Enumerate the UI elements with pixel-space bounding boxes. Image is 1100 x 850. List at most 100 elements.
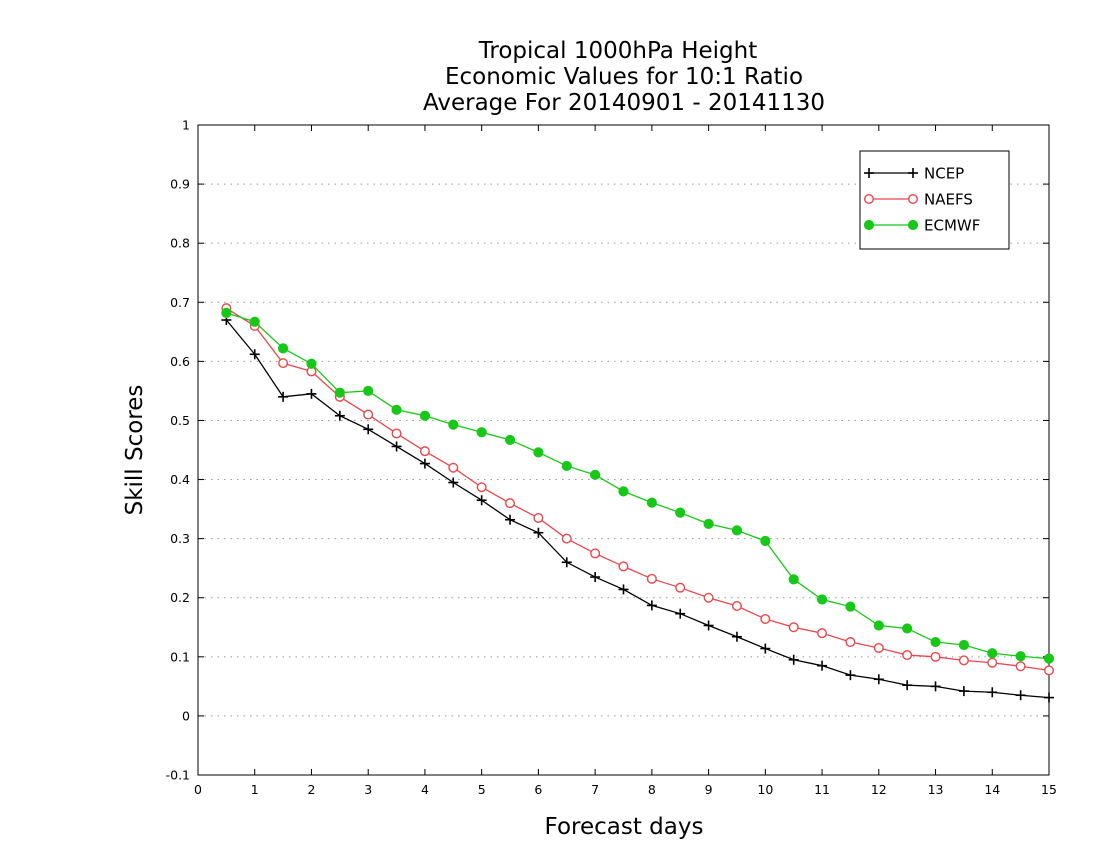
- data-point-naefs: [760, 614, 771, 625]
- y-tick-label: 0.5: [170, 413, 190, 428]
- data-point-ncep: [306, 388, 317, 399]
- data-point-ncep: [561, 557, 572, 568]
- data-point-ncep: [958, 686, 969, 697]
- data-point-naefs: [902, 650, 913, 661]
- data-point-ncep: [448, 477, 459, 488]
- data-point-ncep: [731, 631, 742, 642]
- legend-label-naefs: NAEFS: [924, 191, 973, 209]
- data-point-ncep: [760, 643, 771, 654]
- data-series: [221, 303, 1055, 703]
- x-tick-label: 11: [814, 782, 830, 797]
- legend-entry-ecmwf: ECMWF: [863, 217, 980, 235]
- data-point-naefs: [448, 462, 459, 473]
- data-point-ecmwf: [675, 507, 686, 518]
- data-point-ncep: [902, 680, 913, 691]
- legend-marker-ncep: [908, 168, 918, 178]
- data-point-naefs: [930, 651, 941, 662]
- x-tick-label: 15: [1041, 782, 1057, 797]
- y-tick-label: -0.1: [166, 768, 190, 783]
- data-point-ecmwf: [419, 410, 431, 421]
- y-tick-label: 0.2: [170, 590, 190, 605]
- series-naefs: [221, 303, 1054, 676]
- data-point-ecmwf: [1043, 653, 1055, 664]
- data-point-ecmwf: [1015, 651, 1026, 662]
- data-point-ncep: [618, 584, 629, 595]
- x-tick-label: 2: [307, 782, 315, 797]
- legend-label-ecmwf: ECMWF: [924, 217, 980, 235]
- data-point-ecmwf: [987, 648, 998, 659]
- chart-title-line-3: Average For 20140901 - 20141130: [423, 90, 825, 116]
- data-point-ncep: [788, 654, 799, 665]
- data-point-ecmwf: [788, 574, 799, 585]
- data-point-ncep: [391, 441, 402, 452]
- data-point-ncep: [476, 495, 487, 506]
- legend-entry-ncep: NCEP: [864, 165, 964, 183]
- legend-marker-naefs: [908, 193, 919, 204]
- data-point-naefs: [476, 482, 487, 493]
- data-point-ncep: [646, 600, 657, 611]
- data-point-ecmwf: [618, 486, 629, 497]
- data-point-naefs: [675, 582, 686, 593]
- data-point-naefs: [817, 628, 828, 639]
- data-point-naefs: [1043, 665, 1054, 676]
- data-point-naefs: [958, 655, 969, 666]
- grid-lines: [198, 183, 1049, 717]
- data-point-ecmwf: [873, 620, 884, 631]
- data-point-ecmwf: [845, 601, 856, 612]
- data-point-ncep: [930, 681, 941, 692]
- legend-marker-ncep: [864, 168, 874, 178]
- data-point-ecmwf: [561, 460, 572, 472]
- legend-marker-ecmwf: [863, 219, 875, 231]
- chart-title-line-2: Economic Values for 10:1 Ratio: [445, 64, 803, 90]
- data-point-naefs: [1015, 661, 1026, 672]
- data-point-naefs: [873, 642, 884, 653]
- x-tick-label: 7: [591, 782, 599, 797]
- data-point-ecmwf: [731, 525, 743, 536]
- data-point-ncep: [1015, 690, 1026, 701]
- x-axis-title: Forecast days: [545, 814, 704, 840]
- data-point-ncep: [419, 458, 430, 469]
- data-point-naefs: [391, 428, 402, 439]
- axis-ticks: -0.100.10.20.30.40.50.60.70.80.910 1 2 3 4 5 6…: [166, 118, 1057, 798]
- series-ncep: [221, 315, 1054, 703]
- legend: NCEP NAEFS ECMWF: [859, 150, 1010, 250]
- data-point-ncep: [249, 349, 260, 360]
- y-tick-label: 0.3: [170, 531, 190, 546]
- y-tick-label: 0.4: [170, 472, 190, 487]
- data-point-naefs: [278, 358, 289, 369]
- x-tick-label: 1: [251, 782, 259, 797]
- data-point-naefs: [845, 637, 856, 648]
- x-tick-label: 5: [478, 782, 486, 797]
- data-point-naefs: [419, 446, 430, 457]
- x-tick-label: 14: [984, 782, 1000, 797]
- data-point-naefs: [533, 512, 544, 523]
- data-point-ncep: [505, 514, 516, 525]
- data-point-ecmwf: [590, 469, 601, 480]
- data-point-ecmwf: [902, 623, 913, 634]
- x-tick-label: 6: [534, 782, 542, 797]
- chart-title-line-1: Tropical 1000hPa Height: [478, 38, 758, 64]
- y-tick-label: 1: [182, 118, 190, 133]
- x-tick-label: 9: [705, 782, 713, 797]
- data-point-ncep: [987, 687, 998, 698]
- data-point-ecmwf: [249, 316, 260, 327]
- data-point-ecmwf: [504, 434, 516, 446]
- data-point-naefs: [703, 592, 714, 603]
- data-point-naefs: [731, 601, 742, 612]
- x-tick-label: 10: [757, 782, 773, 797]
- series-line-ecmwf: [226, 312, 1050, 660]
- y-tick-label: 0.8: [170, 236, 190, 251]
- legend-entry-naefs: NAEFS: [864, 191, 973, 209]
- data-point-naefs: [788, 622, 799, 633]
- data-point-naefs: [987, 657, 998, 668]
- legend-label-ncep: NCEP: [924, 165, 964, 183]
- data-point-naefs: [505, 498, 516, 509]
- data-point-ecmwf: [334, 387, 345, 398]
- legend-marker-ecmwf: [907, 219, 919, 231]
- data-point-naefs: [618, 561, 629, 572]
- data-point-ncep: [334, 410, 345, 421]
- data-point-ncep: [873, 674, 884, 685]
- x-tick-label: 0: [194, 782, 202, 797]
- data-point-ecmwf: [533, 447, 544, 458]
